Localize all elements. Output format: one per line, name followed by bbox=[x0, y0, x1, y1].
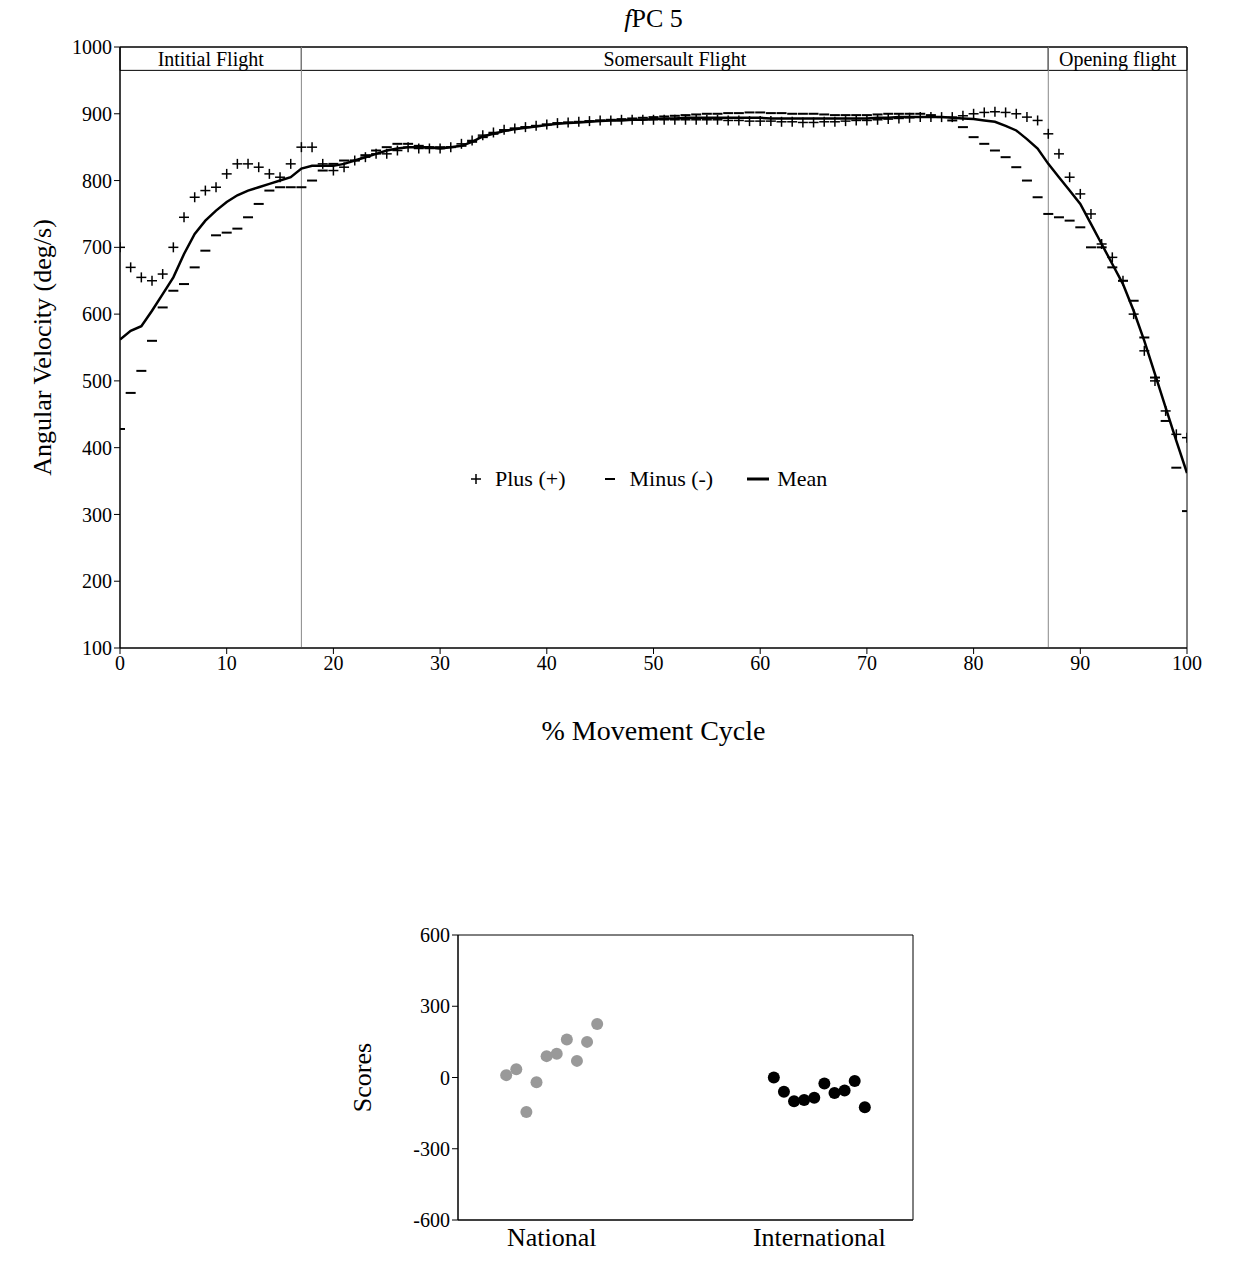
svg-text:International: International bbox=[753, 1223, 886, 1252]
svg-text:70: 70 bbox=[857, 652, 877, 674]
svg-text:50: 50 bbox=[644, 652, 664, 674]
svg-text:Angular Velocity (deg/s): Angular Velocity (deg/s) bbox=[28, 219, 57, 476]
svg-text:900: 900 bbox=[82, 103, 112, 125]
svg-text:100: 100 bbox=[82, 637, 112, 659]
svg-text:300: 300 bbox=[82, 504, 112, 526]
svg-text:300: 300 bbox=[420, 995, 450, 1017]
svg-text:800: 800 bbox=[82, 170, 112, 192]
svg-text:% Movement Cycle: % Movement Cycle bbox=[542, 715, 766, 746]
svg-text:20: 20 bbox=[323, 652, 343, 674]
svg-text:600: 600 bbox=[82, 303, 112, 325]
svg-text:0: 0 bbox=[115, 652, 125, 674]
svg-text:30: 30 bbox=[430, 652, 450, 674]
svg-text:10: 10 bbox=[217, 652, 237, 674]
svg-text:400: 400 bbox=[82, 437, 112, 459]
svg-text:500: 500 bbox=[82, 370, 112, 392]
html-text:Mean: Mean bbox=[777, 466, 828, 491]
svg-text:200: 200 bbox=[82, 570, 112, 592]
svg-text:Opening flight: Opening flight bbox=[1059, 48, 1177, 71]
svg-text:100: 100 bbox=[1172, 652, 1202, 674]
html-text:Plus (+): Plus (+) bbox=[495, 466, 566, 491]
svg-text:700: 700 bbox=[82, 236, 112, 258]
html-text:Minus (-): Minus (-) bbox=[629, 466, 714, 491]
html-text:f PC 5: f PC 5 bbox=[624, 4, 683, 33]
svg-text:60: 60 bbox=[750, 652, 770, 674]
svg-text:90: 90 bbox=[1070, 652, 1090, 674]
svg-text:-300: -300 bbox=[413, 1138, 450, 1160]
svg-text:80: 80 bbox=[964, 652, 984, 674]
svg-text:0: 0 bbox=[440, 1067, 450, 1089]
svg-text:600: 600 bbox=[420, 925, 450, 946]
svg-text:1000: 1000 bbox=[72, 36, 112, 58]
svg-text:Intitial Flight: Intitial Flight bbox=[158, 48, 265, 71]
svg-text:Scores: Scores bbox=[348, 1043, 377, 1112]
svg-text:National: National bbox=[507, 1223, 597, 1252]
svg-text:40: 40 bbox=[537, 652, 557, 674]
svg-text:Somersault Flight: Somersault Flight bbox=[603, 48, 746, 71]
svg-text:-600: -600 bbox=[413, 1209, 450, 1231]
